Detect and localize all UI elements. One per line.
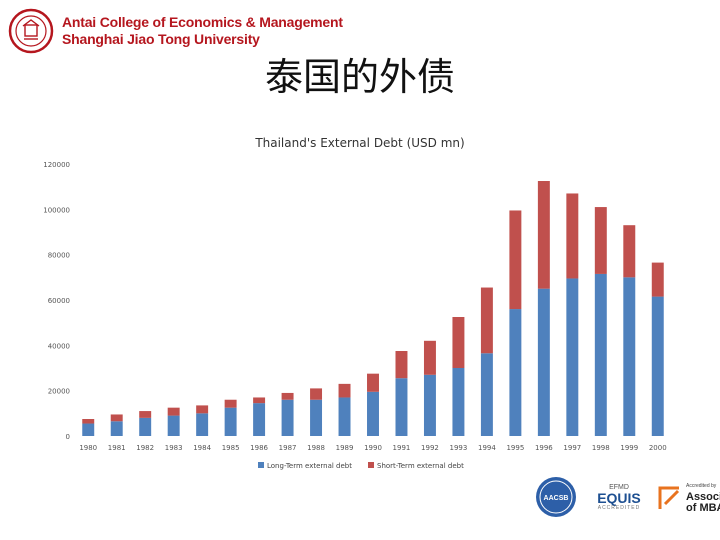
x-tick-label: 1986 [250,444,268,452]
y-tick-label: 60000 [48,297,70,305]
amba-line1: Association [686,490,720,503]
bar-long-term [480,353,493,436]
y-tick-label: 40000 [48,342,70,350]
bar-long-term [566,278,579,436]
equis-sub: ACCREDITED [597,504,641,511]
amba-line2: of MBAs [686,501,720,514]
x-tick-label: 1991 [393,444,411,452]
equis-label: EQUIS [597,489,641,506]
bar-short-term [167,407,180,416]
bar-short-term [82,419,95,424]
university-seal-icon [8,8,54,54]
bar-short-term [395,351,408,379]
legend-swatch [368,462,374,468]
y-tick-label: 20000 [48,388,70,396]
bar-long-term [423,374,436,436]
bar-short-term [281,392,294,400]
bar-long-term [139,417,152,436]
x-tick-label: 1990 [364,444,382,452]
aacsb-badge-icon: AACSB [536,477,576,517]
x-tick-label: 1994 [478,444,496,452]
bar-short-term [423,340,436,375]
equis-badge: EFMD EQUIS ACCREDITED [589,484,649,511]
school-logo: Antai College of Economics & Management … [8,8,343,54]
bar-long-term [196,413,209,436]
bar-long-term [367,391,379,436]
bar-short-term [224,399,237,408]
bar-long-term [623,277,636,436]
accreditation-badges: AACSB EFMD EQUIS ACCREDITED Accredited b… [535,476,720,518]
x-tick-label: 1998 [592,444,610,452]
x-tick-label: 1997 [563,444,581,452]
x-tick-label: 1987 [279,444,297,452]
bar-short-term [338,383,351,398]
y-tick-label: 80000 [48,252,70,260]
bar-long-term [82,423,95,436]
x-tick-label: 1982 [136,444,154,452]
bar-short-term [594,207,607,274]
bar-short-term [566,193,579,279]
x-tick-label: 1989 [336,444,354,452]
x-tick-label: 1996 [535,444,553,452]
bar-long-term [281,399,294,436]
bar-short-term [110,414,123,422]
chart-title: Thailand's External Debt (USD mn) [254,136,464,150]
bar-long-term [310,399,323,436]
bar-long-term [338,397,351,436]
bar-short-term [623,225,636,278]
bar-long-term [594,273,607,436]
equis-top: EFMD [609,483,629,491]
legend-label: Long-Term external debt [267,462,352,470]
amba-badge: Accredited by Association of MBAs [657,481,720,514]
x-tick-label: 1995 [506,444,524,452]
aacsb-label: AACSB [544,495,569,502]
bar-short-term [253,397,266,404]
bar-long-term [253,403,266,436]
slide-title: 泰国的外债 [264,55,455,99]
x-tick-label: 1983 [165,444,183,452]
y-tick-label: 0 [66,433,70,441]
bar-long-term [651,296,664,436]
bar-short-term [651,262,664,297]
school-name-line1: Antai College of Economics & Management [62,14,343,30]
bar-short-term [480,287,493,354]
y-tick-label: 120000 [43,161,70,169]
bar-long-term [110,421,123,436]
bar-long-term [537,288,550,436]
legend-label: Short-Term external debt [377,462,464,470]
x-tick-label: 1984 [193,444,211,452]
x-tick-label: 1985 [222,444,240,452]
bar-short-term [509,210,522,310]
bar-long-term [224,407,237,436]
bar-long-term [167,415,180,436]
y-tick-label: 100000 [43,206,70,214]
legend-swatch [258,462,264,468]
bar-short-term [367,373,379,392]
x-tick-label: 2000 [649,444,667,452]
school-name-line2: Shanghai Jiao Tong University [62,31,260,47]
bar-short-term [452,317,465,368]
bar-long-term [452,368,465,436]
x-tick-label: 1988 [307,444,325,452]
x-tick-label: 1993 [450,444,468,452]
x-tick-label: 1981 [108,444,126,452]
amba-mark-icon [658,486,680,509]
x-tick-label: 1999 [620,444,638,452]
bar-short-term [196,405,209,414]
amba-small: Accredited by [686,482,717,489]
bar-short-term [139,411,152,418]
bar-short-term [310,388,323,400]
bar-long-term [395,378,408,436]
x-tick-label: 1980 [79,444,97,452]
bar-short-term [537,181,550,289]
x-tick-label: 1992 [421,444,439,452]
bar-long-term [509,309,522,436]
